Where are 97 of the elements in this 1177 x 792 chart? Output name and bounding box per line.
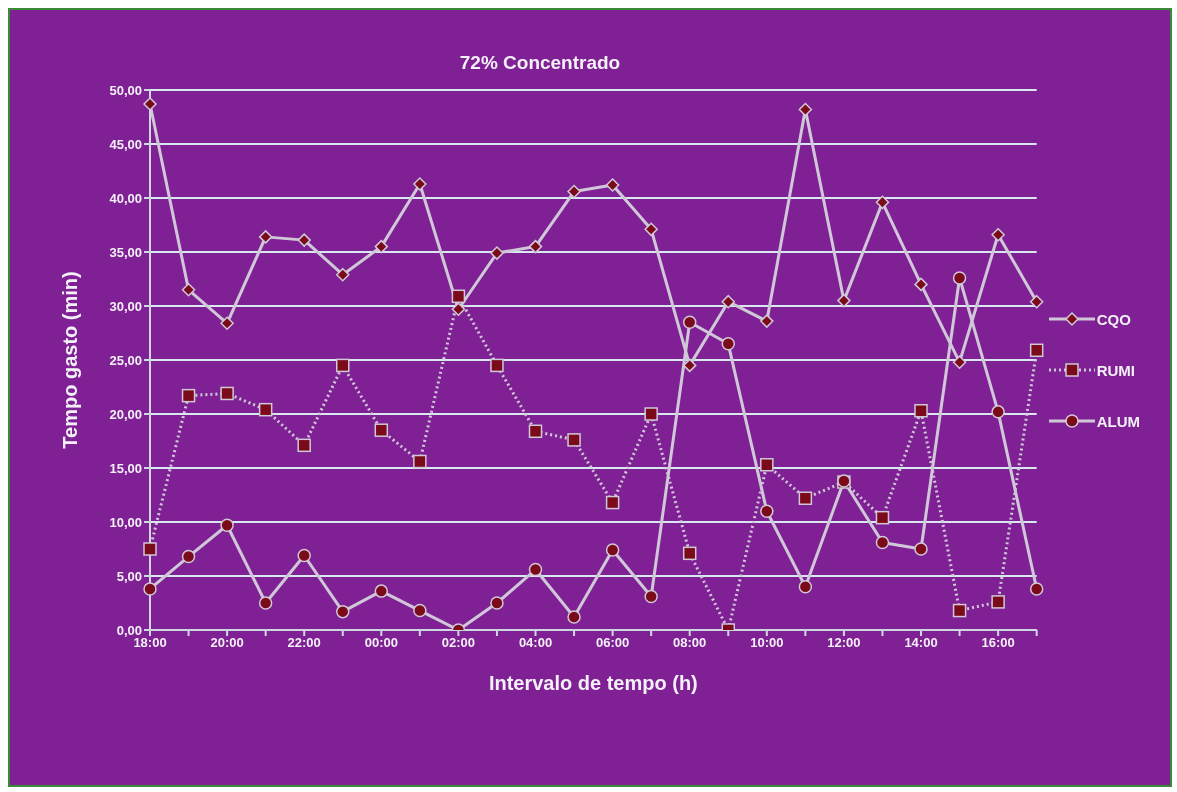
y-tick-label: 20,00 (109, 406, 142, 422)
point (258, 596, 273, 610)
point (413, 177, 427, 191)
point (1029, 582, 1044, 596)
y-tick-label: 40,00 (109, 190, 142, 206)
y-tick-label: 10,00 (109, 514, 142, 530)
x-tick-label: 12:00 (827, 635, 861, 651)
point (644, 407, 658, 421)
y-tick-label: 30,00 (109, 298, 142, 314)
point (374, 584, 389, 598)
point (682, 315, 697, 329)
point (760, 458, 774, 472)
legend-label: RUMI (1096, 361, 1135, 379)
y-tick-label: 50,00 (109, 82, 142, 98)
point (1029, 343, 1044, 358)
point (721, 337, 736, 351)
point (991, 595, 1005, 609)
point (798, 491, 813, 505)
point (914, 542, 928, 556)
y-tick-label: 15,00 (109, 460, 142, 476)
x-tick-label: 08:00 (673, 635, 707, 651)
point (181, 549, 196, 564)
point (1029, 294, 1044, 309)
point (875, 535, 890, 550)
point (413, 603, 427, 618)
x-axis-title: Intervalo de tempo (h) (488, 672, 698, 694)
x-tick-label: 16:00 (981, 635, 1015, 651)
point (644, 222, 658, 237)
point (798, 580, 813, 594)
y-axis-title: Tempo gasto (min) (59, 271, 82, 449)
point (721, 294, 736, 309)
point (374, 423, 389, 437)
point (567, 433, 581, 447)
point (490, 246, 504, 260)
x-tick-label: 04:00 (518, 635, 553, 651)
x-tick-label: 00:00 (364, 635, 398, 651)
point (143, 542, 157, 556)
point (875, 510, 890, 525)
point (220, 316, 234, 331)
point (490, 596, 504, 610)
point (374, 239, 389, 254)
point (413, 454, 427, 469)
chart-title: 72% Concentrado (458, 52, 622, 74)
point (682, 358, 697, 373)
point (143, 97, 157, 111)
point (336, 267, 350, 282)
x-tick-label: 22:00 (287, 635, 321, 651)
point (798, 102, 813, 117)
point (952, 603, 967, 618)
point (952, 355, 967, 369)
point (567, 610, 581, 624)
x-tick-label: 20:00 (210, 635, 244, 651)
x-tick-label: 10:00 (750, 635, 784, 651)
point (760, 504, 774, 518)
point (914, 404, 928, 418)
point (760, 314, 774, 328)
x-tick-label: 06:00 (595, 635, 630, 651)
point (875, 195, 890, 210)
point (451, 289, 466, 304)
point (451, 302, 466, 316)
point (143, 582, 157, 596)
y-tick-label: 5,00 (116, 568, 142, 584)
point (220, 518, 234, 532)
point (528, 424, 543, 439)
point (258, 230, 273, 244)
y-tick-label: 25,00 (109, 352, 142, 368)
x-tick-label: 18:00 (133, 635, 167, 651)
y-tick-label: 35,00 (109, 244, 142, 260)
legend-label: ALUM (1096, 412, 1140, 430)
point (914, 277, 928, 292)
point (181, 388, 196, 403)
point (837, 293, 851, 308)
point (605, 543, 620, 557)
point (952, 271, 967, 285)
legend-label: CQO (1096, 310, 1131, 328)
x-tick-label: 14:00 (904, 635, 938, 651)
point (605, 495, 620, 510)
point (336, 358, 350, 373)
point (297, 548, 311, 563)
point (991, 227, 1005, 242)
point (297, 438, 311, 453)
y-tick-label: 45,00 (109, 136, 142, 152)
point (528, 562, 543, 577)
point (528, 239, 543, 254)
point (991, 405, 1005, 419)
point (567, 184, 581, 199)
y-tick-label: 0,00 (116, 622, 142, 638)
point (220, 386, 234, 401)
point (258, 402, 273, 417)
x-tick-label: 02:00 (441, 635, 476, 651)
point (490, 358, 504, 373)
point (297, 233, 311, 247)
point (682, 546, 697, 561)
point (605, 178, 620, 192)
point (644, 589, 658, 604)
point (336, 604, 350, 619)
point (181, 283, 196, 297)
